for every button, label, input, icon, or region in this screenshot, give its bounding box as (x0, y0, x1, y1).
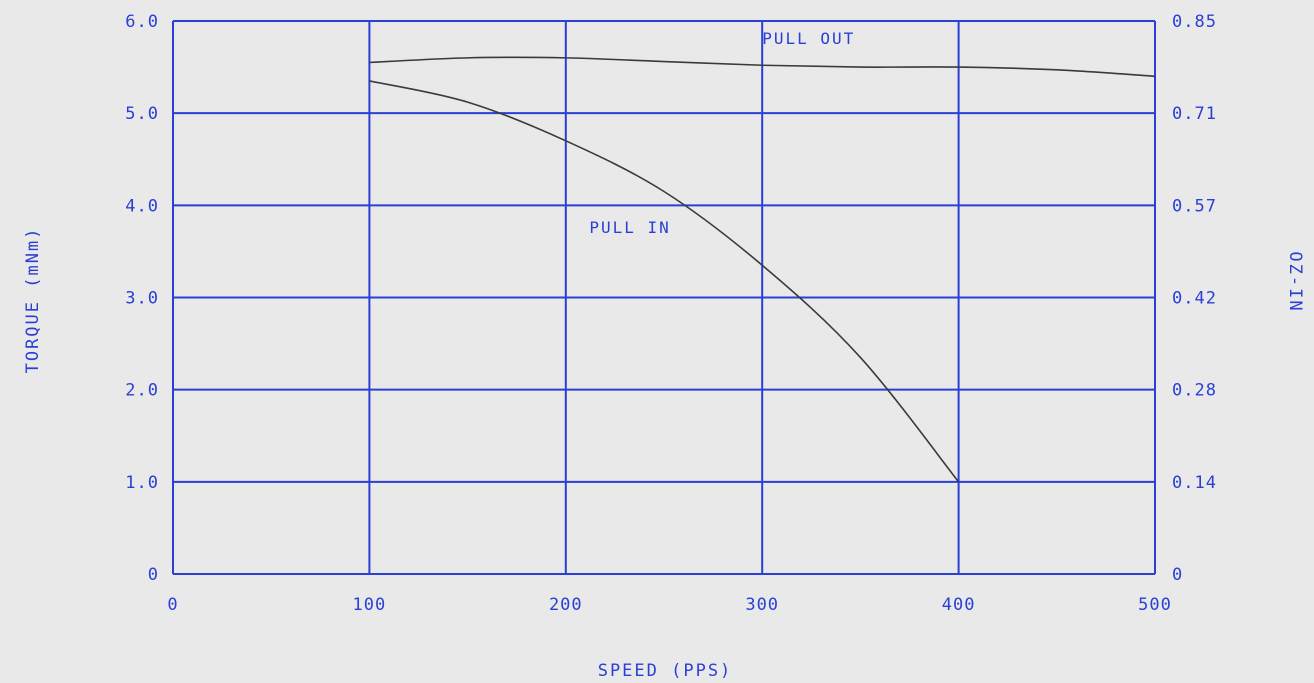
y-axis-title: TORQUE (mNm) (23, 227, 43, 374)
y-tick-label: 1.0 (125, 473, 159, 493)
pull-in-curve (369, 80, 960, 483)
y2-tick-label: 0.14 (1172, 473, 1217, 493)
pull-in-label: PULL IN (589, 218, 670, 237)
x-tick-label: 100 (353, 595, 387, 615)
x-tick-label: 300 (745, 595, 779, 615)
y2-tick-label: 0.85 (1172, 12, 1217, 32)
x-tick-label: 500 (1138, 595, 1172, 615)
y-tick-label: 6.0 (125, 12, 159, 32)
y2-tick-label: 0.28 (1172, 381, 1217, 401)
x-tick-label: 400 (942, 595, 976, 615)
x-tick-label: 0 (167, 595, 178, 615)
y2-tick-label: 0.71 (1172, 104, 1217, 124)
y-tick-label: 2.0 (125, 381, 159, 401)
pull-out-label: PULL OUT (762, 29, 855, 48)
y-tick-label: 3.0 (125, 289, 159, 309)
pull-out-curve (369, 56, 1156, 78)
y-tick-label: 4.0 (125, 196, 159, 216)
y2-tick-label: 0 (1172, 565, 1183, 585)
y2-tick-label: 0.42 (1172, 289, 1217, 309)
y2-tick-label: 0.57 (1172, 196, 1217, 216)
y-tick-label: 0 (148, 565, 159, 585)
x-tick-label: 200 (549, 595, 583, 615)
y2-axis-title: OZ-IN (1285, 251, 1305, 312)
y-tick-label: 5.0 (125, 104, 159, 124)
x-axis-title: SPEED (PPS) (598, 661, 733, 681)
